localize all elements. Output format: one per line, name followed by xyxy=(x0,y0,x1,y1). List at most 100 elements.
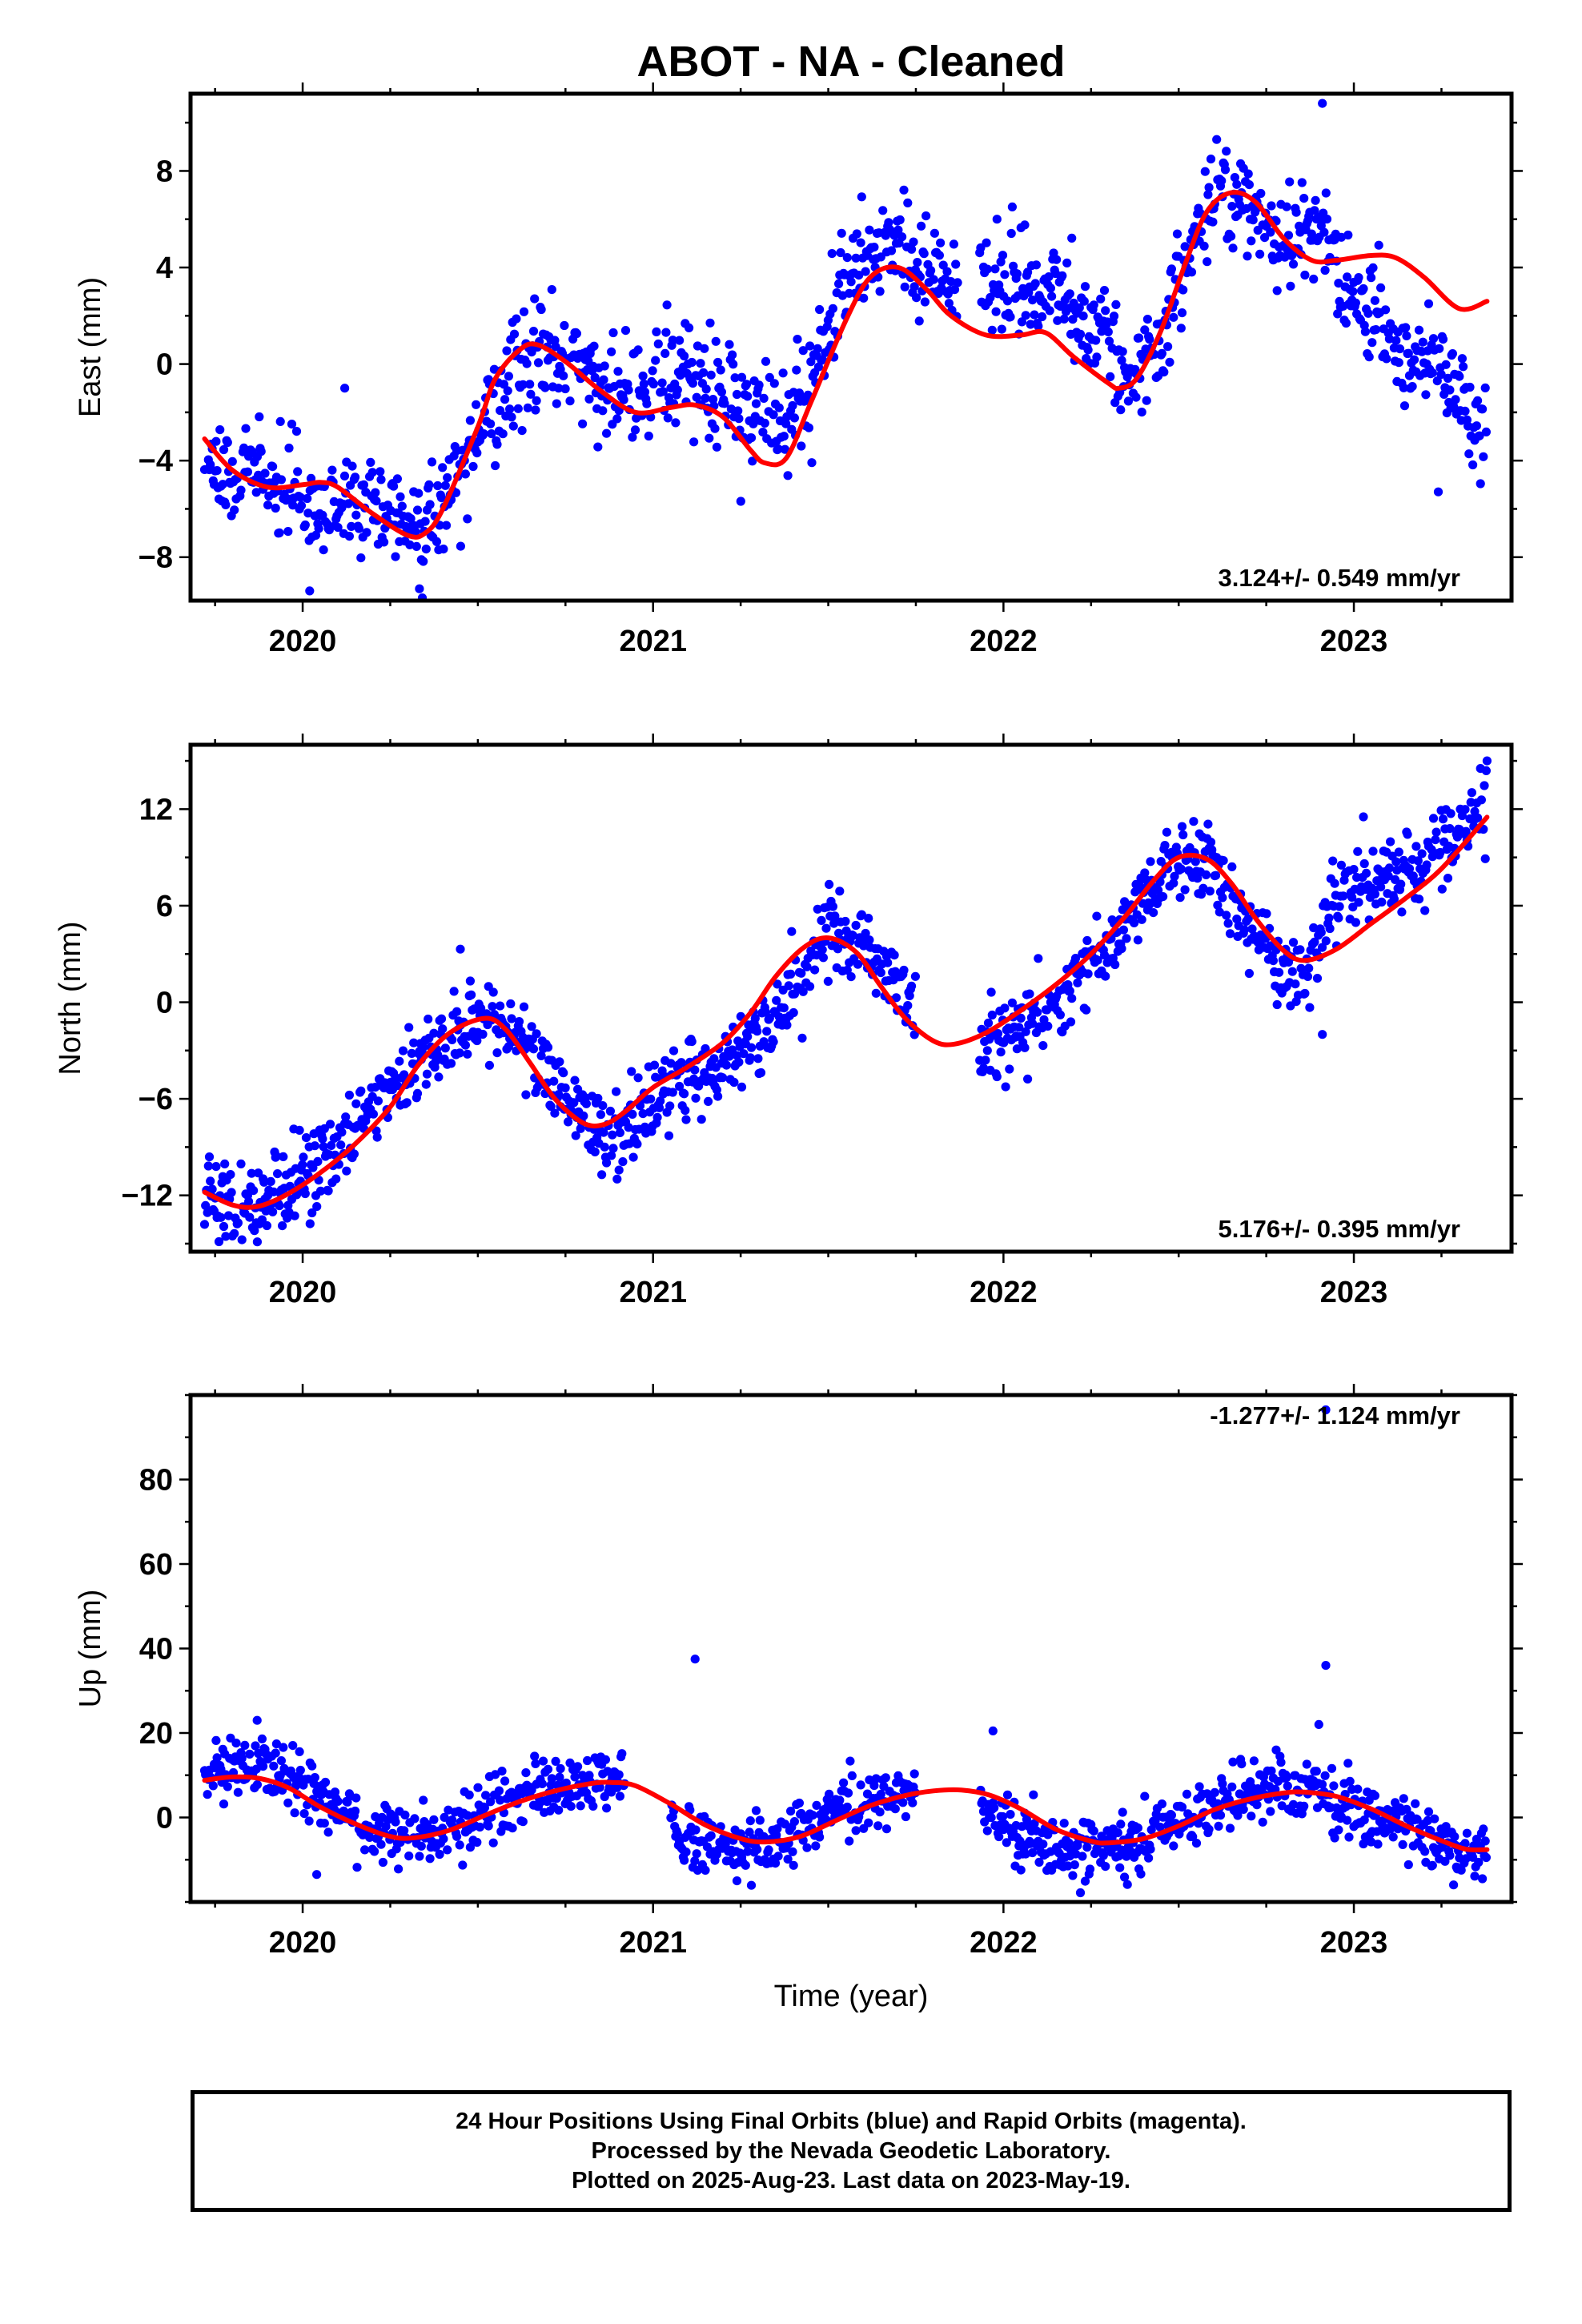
north-point xyxy=(701,1043,710,1054)
north-point xyxy=(1349,865,1359,875)
north-point xyxy=(543,1043,553,1052)
north-point xyxy=(797,968,806,978)
north-point xyxy=(1007,998,1017,1007)
north-point xyxy=(233,1218,243,1228)
up-point xyxy=(333,1796,343,1806)
east-point xyxy=(895,215,905,225)
north-point xyxy=(492,1048,502,1058)
north-point xyxy=(1243,914,1253,923)
east-point xyxy=(861,267,870,276)
north-point xyxy=(440,1043,450,1053)
north-point xyxy=(1300,988,1310,999)
east-point xyxy=(519,307,529,316)
north-point xyxy=(675,1081,685,1092)
east-point xyxy=(914,316,924,326)
east-point xyxy=(1343,230,1353,240)
up-point xyxy=(1233,1811,1243,1820)
north-point xyxy=(528,1044,539,1054)
up-point xyxy=(588,1801,598,1811)
east-point xyxy=(1172,229,1182,239)
east-point xyxy=(921,211,931,221)
east-point xyxy=(1447,349,1457,359)
up-point xyxy=(271,1748,280,1758)
north-point xyxy=(1310,937,1319,947)
east-point xyxy=(522,359,532,368)
north-point xyxy=(632,1140,642,1149)
east-point xyxy=(1320,265,1330,275)
east-point xyxy=(275,528,284,538)
up-point xyxy=(271,1739,281,1749)
east-point xyxy=(846,277,856,287)
east-point xyxy=(599,375,608,384)
east-point xyxy=(518,380,528,389)
up-outlier-point xyxy=(1321,1405,1331,1415)
east-point xyxy=(1481,427,1491,437)
north-point xyxy=(697,1115,706,1124)
north-point xyxy=(1203,819,1213,829)
east-point xyxy=(842,253,852,263)
east-point xyxy=(507,412,516,422)
north-point xyxy=(488,1002,497,1011)
up-point xyxy=(842,1802,852,1812)
east-point xyxy=(255,412,264,422)
east-point xyxy=(886,246,897,255)
east-point xyxy=(1163,342,1173,352)
east-point xyxy=(628,432,637,442)
east-point xyxy=(717,387,727,397)
east-point xyxy=(1203,257,1212,267)
north-point xyxy=(756,1068,766,1078)
east-point xyxy=(813,344,822,353)
north-point xyxy=(1042,1005,1052,1015)
east-point xyxy=(1089,300,1098,310)
east-point xyxy=(990,264,1000,274)
east-x-tick-label: 2022 xyxy=(970,625,1038,658)
east-point xyxy=(1451,395,1460,404)
footer-line-plotted: Plotted on 2025-Aug-23. Last data on 202… xyxy=(572,2167,1130,2193)
up-point xyxy=(681,1848,691,1857)
north-point xyxy=(207,1184,217,1194)
up-point xyxy=(1288,1799,1299,1809)
east-point xyxy=(456,541,466,551)
east-point xyxy=(701,393,710,403)
up-point xyxy=(1210,1787,1219,1797)
up-point xyxy=(1450,1831,1460,1842)
east-point xyxy=(749,419,758,428)
east-point xyxy=(327,465,337,475)
up-point xyxy=(1460,1839,1470,1848)
up-point xyxy=(1169,1841,1178,1851)
up-y-tick-label: 0 xyxy=(156,1802,173,1835)
east-point xyxy=(221,500,231,510)
up-point xyxy=(881,1773,890,1783)
north-point xyxy=(746,1043,757,1052)
up-x-tick-label: 2023 xyxy=(1320,1926,1388,1960)
east-point xyxy=(675,336,685,345)
east-point xyxy=(706,370,716,380)
up-point xyxy=(978,1807,989,1816)
north-point xyxy=(745,1053,755,1063)
up-point xyxy=(614,1770,624,1779)
up-point xyxy=(1266,1807,1275,1816)
up-point xyxy=(1064,1838,1074,1848)
east-point xyxy=(432,537,442,547)
east-point xyxy=(851,253,861,263)
east-point xyxy=(1078,312,1088,321)
up-point xyxy=(323,1827,333,1837)
north-point xyxy=(665,1101,675,1111)
north-point xyxy=(909,1030,919,1039)
east-point xyxy=(1026,320,1035,329)
north-point xyxy=(446,1059,456,1068)
north-point xyxy=(786,969,796,979)
east-point xyxy=(472,400,481,409)
north-point xyxy=(1420,906,1430,915)
north-point xyxy=(825,879,834,889)
east-point xyxy=(1421,390,1431,400)
north-point xyxy=(1082,935,1092,946)
east-point xyxy=(533,358,544,368)
up-point xyxy=(1122,1880,1132,1889)
up-point xyxy=(1228,1757,1238,1767)
north-y-tick-label: 12 xyxy=(139,793,173,826)
east-point xyxy=(1232,179,1242,189)
north-point xyxy=(1321,936,1331,946)
north-point xyxy=(1023,1074,1033,1084)
north-point xyxy=(1445,824,1455,834)
